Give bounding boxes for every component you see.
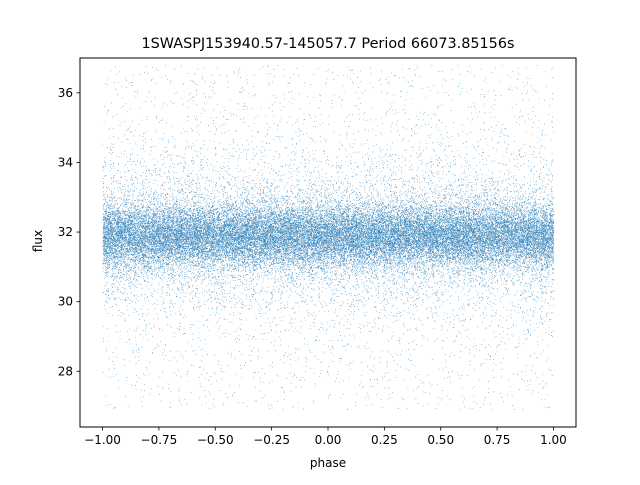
x-tick-label: 0.00 (315, 433, 342, 447)
y-tick-label: 32 (58, 225, 73, 239)
x-tick-label: −0.25 (253, 433, 290, 447)
y-tick-label: 34 (58, 155, 73, 169)
data-points (102, 65, 555, 411)
x-axis-ticks: −1.00 −0.75 −0.50 −0.25 0.00 0.25 0.50 0.75 1.00 (84, 427, 567, 447)
y-axis-label: flux (31, 230, 45, 252)
y-axis-ticks: 28 30 32 34 36 (58, 86, 80, 378)
y-tick-label: 30 (58, 295, 73, 309)
x-tick-label: −0.75 (141, 433, 178, 447)
x-tick-label: −0.50 (197, 433, 234, 447)
x-tick-label: 0.75 (484, 433, 511, 447)
x-tick-label: −1.00 (84, 433, 121, 447)
chart-title: 1SWASPJ153940.57-145057.7 Period 66073.8… (142, 36, 515, 52)
x-axis-label: phase (310, 456, 346, 470)
y-tick-label: 36 (58, 86, 73, 100)
y-tick-label: 28 (58, 364, 73, 378)
x-tick-label: 1.00 (540, 433, 567, 447)
scatter-points (102, 65, 555, 411)
x-tick-label: 0.50 (427, 433, 454, 447)
x-tick-label: 0.25 (371, 433, 398, 447)
